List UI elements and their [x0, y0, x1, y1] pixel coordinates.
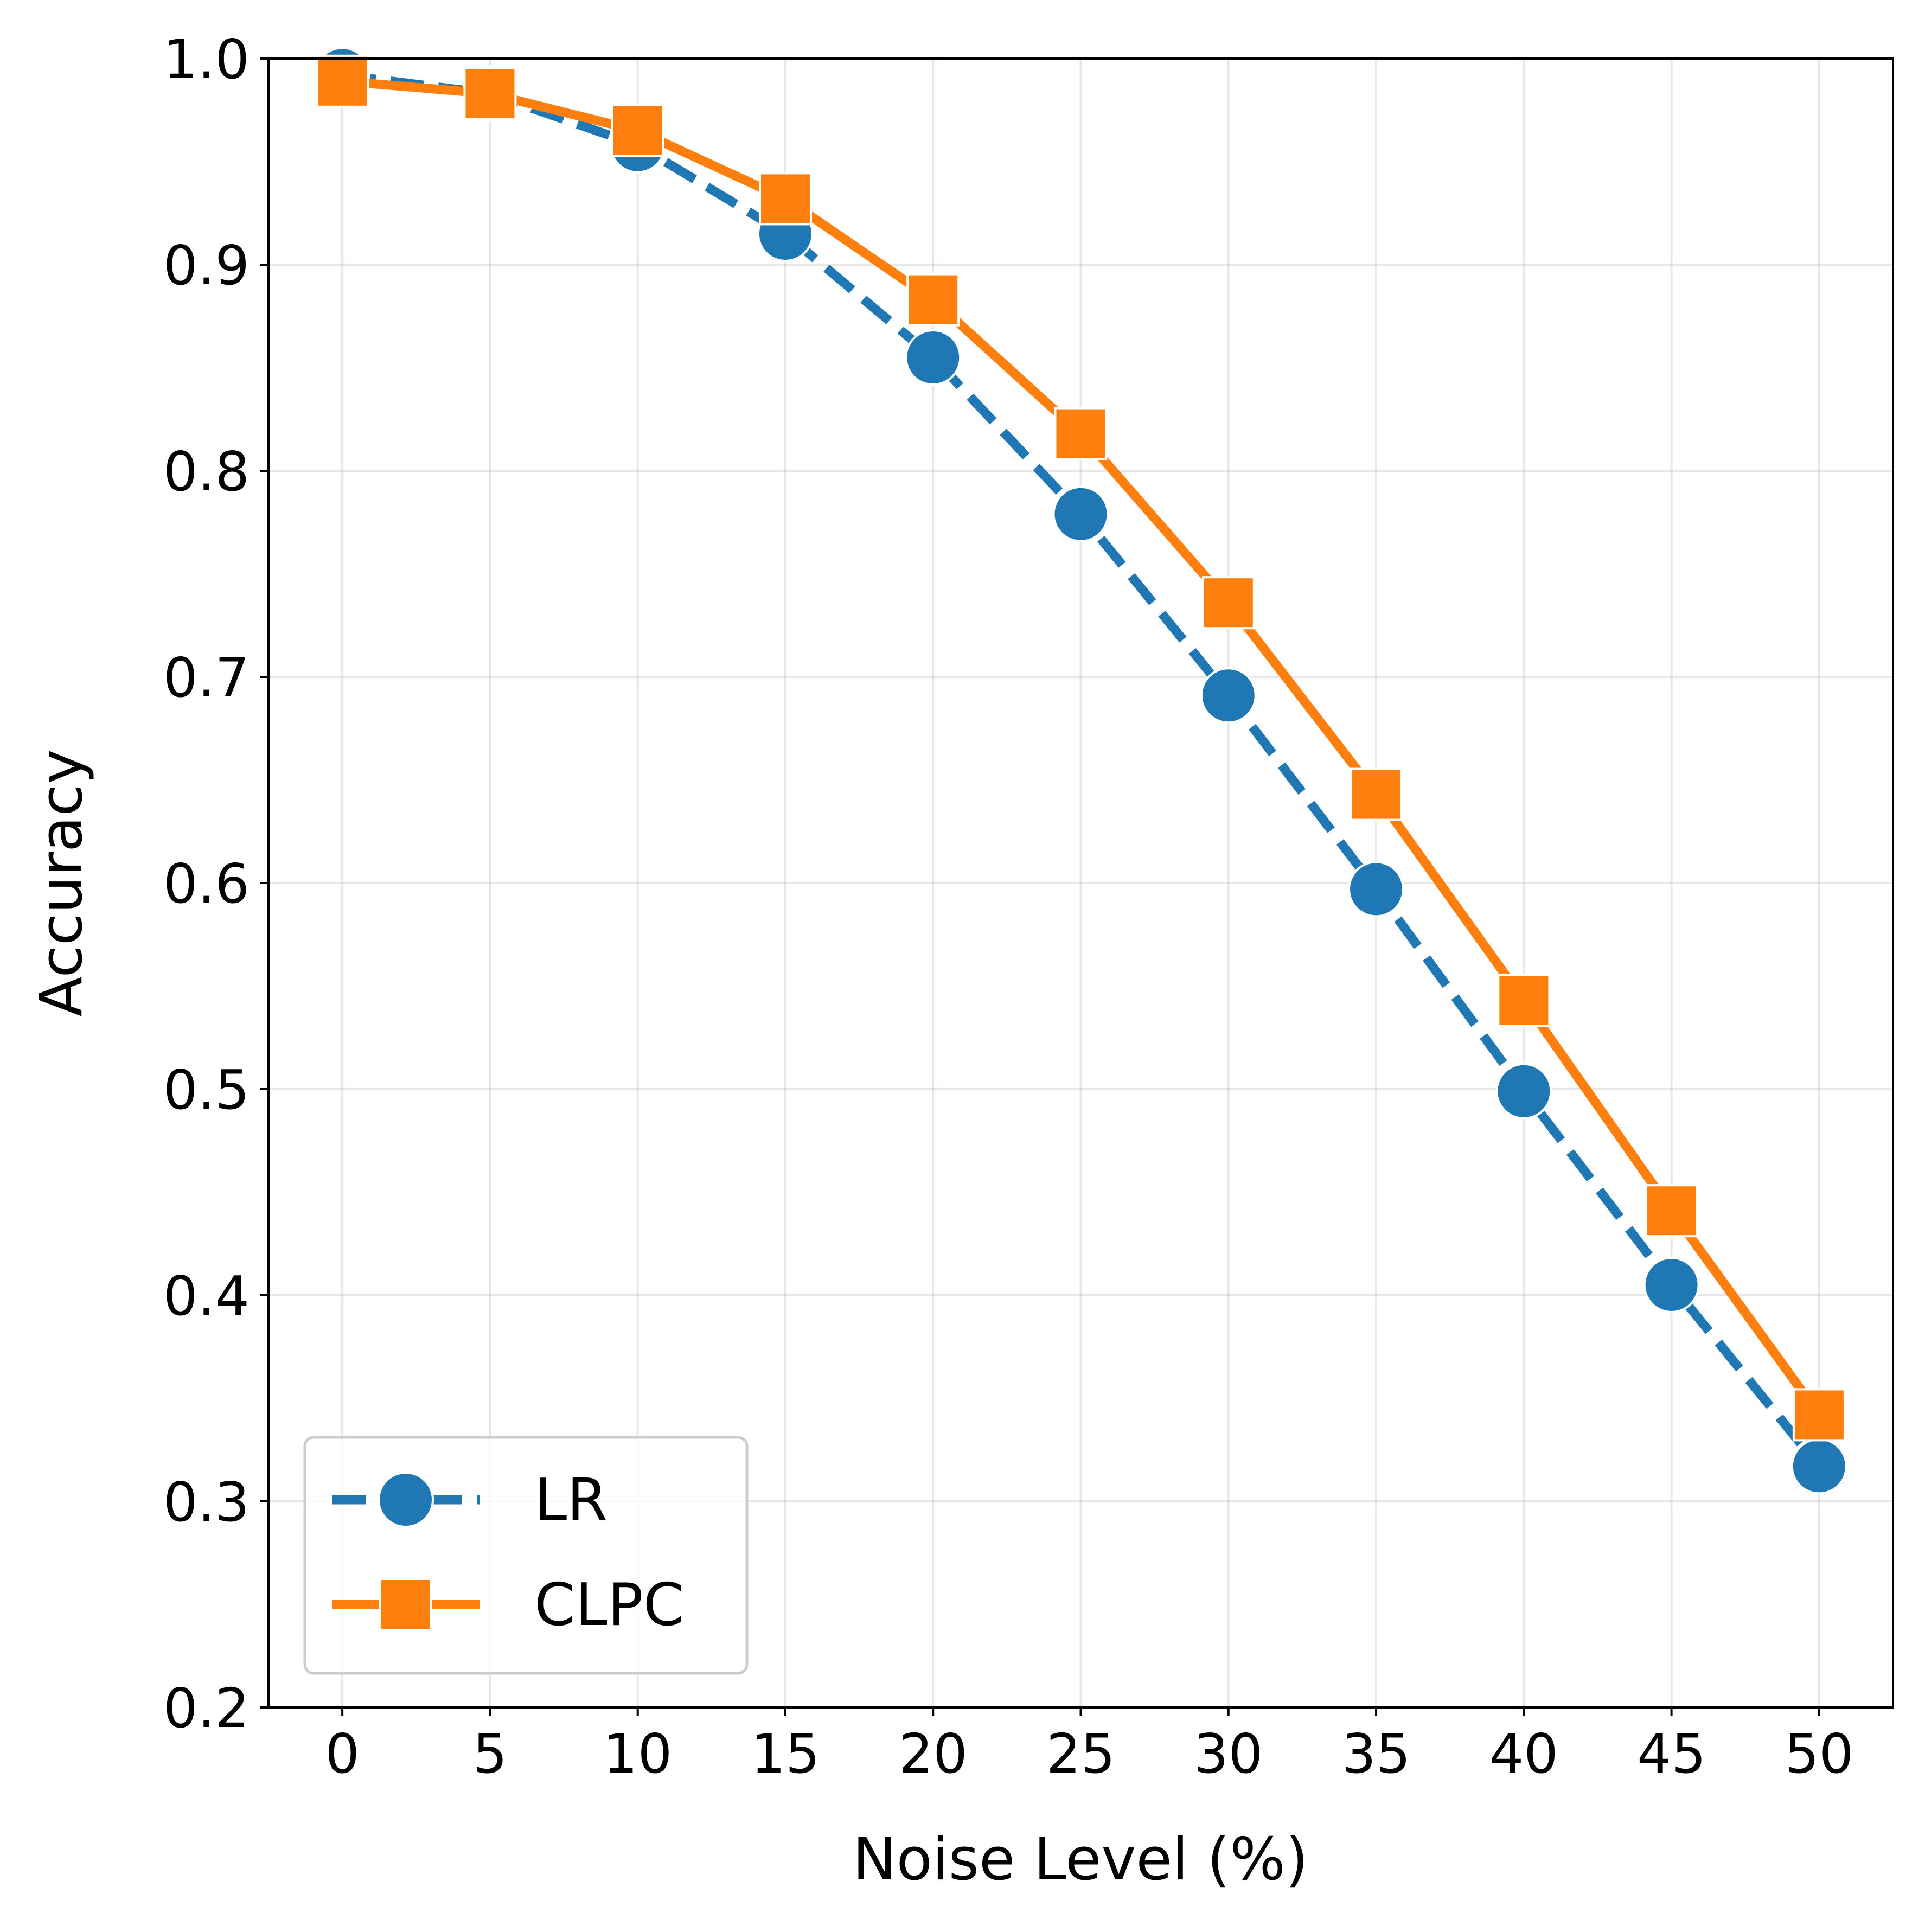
data-point — [1495, 1063, 1552, 1119]
data-point — [906, 273, 960, 327]
series — [314, 47, 1847, 1495]
y-tick-label: 0.5 — [163, 1058, 250, 1122]
data-point — [611, 104, 664, 157]
data-point — [1348, 861, 1405, 918]
legend: LR CLPC — [303, 1436, 749, 1675]
y-tick-label: 0.6 — [163, 852, 250, 916]
x-tick-label: 35 — [1341, 1722, 1410, 1786]
x-tick-label: 5 — [473, 1722, 508, 1786]
data-point — [1201, 576, 1255, 630]
data-point — [1790, 1438, 1847, 1495]
axes: 0 5 10 15 20 25 30 35 40 45 50 0.2 0.3 0.4 0.5 0.6 0.7 0.… — [163, 28, 1854, 1786]
y-tick-label: 1.0 — [163, 28, 250, 91]
data-point — [1200, 667, 1257, 724]
data-point — [1054, 407, 1108, 460]
data-point — [1645, 1184, 1698, 1238]
y-tick-label: 0.8 — [163, 440, 250, 503]
x-tick-label: 40 — [1489, 1722, 1558, 1786]
legend-label-lr: LR — [534, 1467, 607, 1534]
x-tick-label: 50 — [1785, 1722, 1853, 1786]
y-tick-label: 0.9 — [163, 234, 250, 297]
series-clpc — [316, 54, 1846, 1442]
y-axis-label: Accuracy — [28, 749, 95, 1016]
data-point — [1643, 1257, 1700, 1313]
legend-marker-clpc — [379, 1578, 432, 1631]
data-point — [1497, 974, 1551, 1027]
legend-label-clpc: CLPC — [534, 1571, 684, 1639]
x-tick-label: 25 — [1046, 1722, 1115, 1786]
data-point — [1792, 1388, 1846, 1442]
x-tick-label: 10 — [603, 1722, 672, 1786]
data-point — [463, 67, 517, 120]
x-axis-label: Noise Level (%) — [853, 1826, 1308, 1893]
x-tick-label: 0 — [325, 1722, 360, 1786]
y-tick-label: 0.3 — [163, 1470, 250, 1534]
data-point — [758, 172, 812, 226]
y-tick-label: 0.2 — [163, 1677, 250, 1740]
data-point — [1350, 767, 1403, 821]
x-tick-label: 45 — [1637, 1722, 1706, 1786]
data-point — [1052, 485, 1109, 542]
x-tick-label: 15 — [751, 1722, 820, 1786]
data-point — [316, 54, 369, 108]
y-tick-label: 0.7 — [163, 646, 250, 709]
x-tick-label: 20 — [899, 1722, 968, 1786]
legend-marker-lr — [378, 1472, 434, 1528]
y-tick-label: 0.4 — [163, 1264, 250, 1328]
data-point — [905, 329, 962, 386]
x-tick-label: 30 — [1194, 1722, 1263, 1786]
